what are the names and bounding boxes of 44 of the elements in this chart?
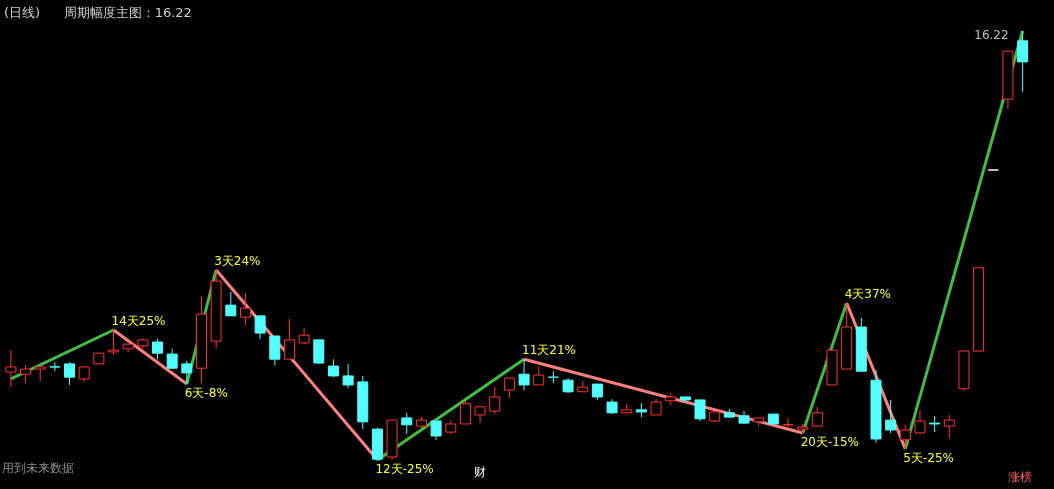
series-label: 5天-25% — [903, 450, 954, 465]
series-label: 11天21% — [522, 343, 577, 358]
candlestick — [503, 377, 515, 399]
candlestick — [1017, 30, 1029, 93]
candlestick — [547, 370, 559, 384]
candlestick — [533, 365, 545, 386]
candlestick — [49, 361, 61, 372]
series-label: 4天37% — [844, 286, 891, 301]
candlestick — [430, 420, 442, 441]
candlestick — [342, 363, 354, 389]
candlestick — [20, 364, 32, 384]
candlestick — [254, 315, 266, 340]
candlestick — [811, 406, 823, 427]
candlestick — [489, 386, 501, 415]
candlestick — [239, 292, 251, 326]
chart-subtitle: 周期幅度主图 : 16.22 — [64, 5, 192, 20]
candlestick — [459, 400, 471, 425]
text: 财 — [474, 465, 486, 479]
candlestick — [181, 360, 193, 385]
candlestick — [899, 424, 911, 450]
candlestick — [943, 414, 955, 439]
candlestick — [64, 361, 76, 386]
candlestick — [694, 399, 706, 422]
candlestick — [108, 329, 120, 356]
series-label: 6天-8% — [184, 386, 228, 401]
candlestick — [885, 399, 897, 434]
chart-title: (日线) — [4, 5, 41, 20]
candlestick — [283, 318, 295, 360]
candlestick — [782, 417, 794, 428]
series-label: 3天24% — [214, 253, 261, 268]
candlestick — [5, 349, 17, 388]
series-label: 14天25% — [111, 314, 166, 329]
candlestick — [518, 358, 530, 391]
text: 用到未来数据 — [2, 461, 74, 475]
candlestick — [914, 409, 926, 435]
candlestick — [151, 338, 163, 360]
candlestick — [269, 335, 281, 366]
text: 涨榜 — [1008, 470, 1032, 484]
series-label: 20天-15% — [800, 434, 859, 449]
annotation: 16.22 — [974, 28, 1009, 42]
candlestick — [313, 339, 325, 365]
candlestick — [225, 291, 237, 317]
candlestick — [401, 412, 413, 435]
series-label: 12天-25% — [375, 462, 434, 476]
